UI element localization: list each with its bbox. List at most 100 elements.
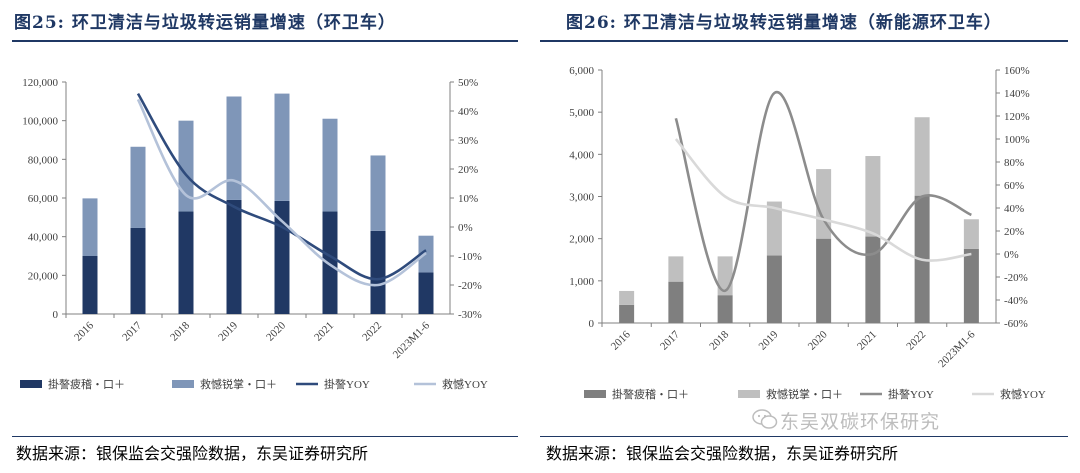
x-tick-label: 2017	[658, 328, 682, 352]
legend-label: 救憾YOY	[442, 377, 488, 391]
y-tick-label-left: 0	[53, 309, 59, 321]
bar	[418, 272, 434, 314]
right-panel: 图26: 环卫清洁与垃圾转运销量增速（新能源环卫车） 0 1,000 2,000 3,…	[540, 0, 1080, 473]
y-tick-label-right: -40%	[1004, 295, 1028, 307]
title-rule	[540, 40, 1068, 42]
y-tick-label-right: 40%	[1004, 203, 1024, 215]
bar	[226, 199, 242, 314]
x-tick-label: 2020	[264, 319, 288, 343]
bar	[914, 117, 930, 196]
bar	[717, 295, 733, 323]
x-tick-label: 2020	[806, 328, 830, 352]
legend-label: 救憾YOY	[1000, 387, 1046, 401]
y-tick-label-right: 20%	[458, 164, 478, 176]
bar	[963, 219, 979, 249]
x-tick-label: 2019	[756, 328, 780, 352]
chart-right: 0 1,000 2,000 3,000 4,000 5,000 6,000 -60% -40% -…	[569, 65, 1046, 401]
x-tick-label: 2018	[707, 328, 731, 352]
legend-label: 掛謷YOY	[888, 387, 934, 401]
y-tick-label-left: 20,000	[28, 270, 59, 282]
legend-swatch	[172, 380, 194, 388]
y-tick-label-left: 2,000	[569, 234, 594, 246]
x-tick-label: 2021	[312, 320, 336, 344]
x-tick-label: 2022	[904, 329, 928, 353]
bar	[82, 256, 98, 314]
y-tick-label-left: 120,000	[22, 77, 58, 89]
x-tick-label: 2019	[216, 319, 240, 343]
bar	[668, 256, 684, 282]
bar	[963, 248, 979, 323]
legend-label: 救憾锐掌・口＋	[200, 377, 277, 391]
bar	[226, 96, 242, 200]
y-tick-label-left: 3,000	[569, 192, 594, 204]
y-tick-label-right: 50%	[458, 77, 478, 89]
legend-label: 救憾锐掌・口＋	[766, 387, 843, 401]
y-tick-label-right: 10%	[458, 193, 478, 205]
source-rule	[540, 436, 1068, 437]
x-tick-label: 2017	[120, 319, 144, 343]
x-tick-label: 2021	[855, 329, 879, 353]
bar	[82, 198, 98, 256]
series-line	[136, 98, 427, 287]
bar	[322, 118, 338, 212]
x-tick-label: 2016	[72, 319, 96, 343]
y-tick-label-right: 40%	[458, 106, 478, 118]
x-tick-label: 2023M1-6	[391, 319, 433, 361]
legend-label: 掛謷YOY	[324, 377, 370, 391]
y-tick-label-right: -30%	[458, 309, 482, 321]
bar	[865, 156, 881, 237]
bar	[717, 256, 733, 296]
y-tick-label-right: 0%	[1004, 249, 1019, 261]
bar	[322, 211, 338, 314]
x-tick-label: 2023M1-6	[936, 328, 978, 370]
legend-label: 掛謷疲稽・口＋	[612, 387, 689, 401]
source-note: 数据来源：银保监会交强险数据，东吴证券研究所	[546, 444, 899, 463]
y-tick-label-right: 140%	[1004, 88, 1030, 100]
y-tick-label-left: 60,000	[28, 193, 59, 205]
y-tick-label-right: 100%	[1004, 134, 1030, 146]
y-tick-label-left: 100,000	[22, 116, 58, 128]
y-tick-label-right: -20%	[1004, 272, 1028, 284]
source-note: 数据来源：银保监会交强险数据，东吴证券研究所	[16, 444, 369, 463]
y-tick-label-right: -20%	[458, 280, 482, 292]
y-tick-label-left: 4,000	[569, 149, 594, 161]
series-line	[136, 92, 427, 281]
legend-swatch	[584, 390, 606, 398]
bar	[766, 201, 782, 256]
x-tick-label: 2018	[168, 319, 192, 343]
bar	[178, 211, 194, 314]
y-tick-label-left: 80,000	[28, 154, 59, 166]
y-tick-label-right: 0%	[458, 222, 473, 234]
y-tick-label-left: 5,000	[569, 107, 594, 119]
y-tick-label-left: 0	[589, 318, 595, 330]
y-tick-label-left: 1,000	[569, 276, 594, 288]
x-tick-label: 2016	[609, 328, 633, 352]
legend-swatch	[20, 380, 42, 388]
y-tick-label-right: 160%	[1004, 65, 1030, 77]
bar	[130, 146, 146, 228]
bar	[766, 255, 782, 323]
chart-left: 0 20,000 40,000 60,000 80,000 100,000 120,000 -…	[20, 77, 488, 391]
bar	[178, 120, 194, 212]
y-tick-label-right: -10%	[458, 251, 482, 263]
bar	[130, 227, 146, 314]
source-rule	[12, 436, 518, 437]
watermark: 东吴双碳环保研究	[780, 411, 941, 433]
y-tick-label-right: 120%	[1004, 111, 1030, 123]
bar	[619, 290, 635, 305]
bar	[668, 281, 684, 323]
legend-label: 掛謷疲稽・口＋	[48, 377, 125, 391]
y-tick-label-right: -60%	[1004, 318, 1028, 330]
y-tick-label-right: 80%	[1004, 157, 1024, 169]
wechat-icon	[752, 409, 778, 429]
y-tick-label-left: 40,000	[28, 232, 59, 244]
y-tick-label-left: 6,000	[569, 65, 594, 77]
legend-swatch	[738, 390, 760, 398]
bar	[274, 93, 290, 201]
bar	[865, 236, 881, 323]
y-tick-label-right: 60%	[1004, 180, 1024, 192]
left-panel: 图25: 环卫清洁与垃圾转运销量增速（环卫车） 0 20,000 40,000 60,…	[12, 13, 518, 463]
bar	[370, 155, 386, 231]
y-tick-label-right: 20%	[1004, 226, 1024, 238]
bar	[370, 230, 386, 314]
